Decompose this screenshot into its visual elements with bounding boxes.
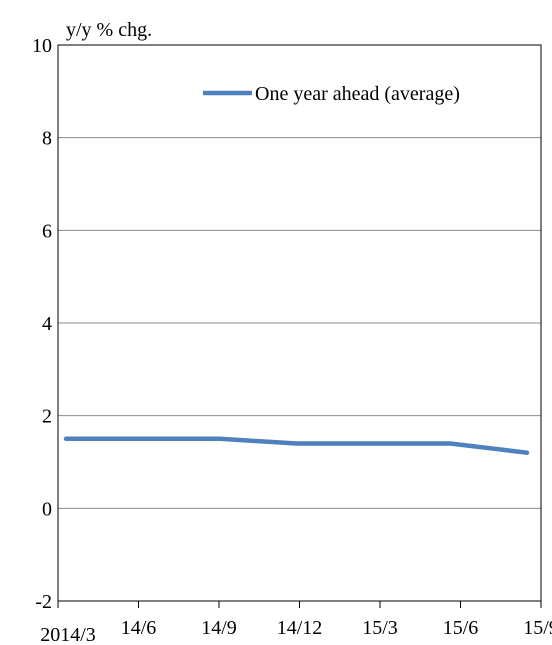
x-tick-label: 14/6: [121, 617, 157, 639]
x-tick-label: 15/3: [362, 617, 398, 639]
y-tick-label: 8: [42, 128, 52, 150]
y-tick-label: 6: [42, 220, 52, 242]
x-tick-label: 14/12: [277, 617, 323, 639]
y-tick-label: 0: [42, 498, 52, 520]
y-tick-label: 4: [42, 313, 52, 335]
x-tick-label: 14/9: [201, 617, 237, 639]
series-layer: [63, 436, 530, 455]
y-tick-label: 10: [32, 35, 52, 57]
x-axis-ticks: 2014/3 14/6 14/9 14/12 15/3 15/6 15/9: [40, 601, 552, 645]
series-line-one-year-ahead: [63, 436, 530, 455]
x-tick-label: 15/6: [443, 617, 479, 639]
y-tick-label: 2: [42, 406, 52, 428]
x-tick-label: 2014/3: [40, 624, 96, 645]
legend-label-one-year-ahead: One year ahead (average): [255, 83, 460, 105]
y-axis-ticks: -2 0 2 4 6 8 10: [32, 35, 52, 613]
legend: One year ahead (average): [203, 83, 460, 105]
gridlines: [58, 137, 541, 509]
x-tick-label: 15/9: [523, 617, 552, 639]
y-axis-label: y/y % chg.: [66, 19, 152, 41]
y-tick-label: -2: [35, 591, 52, 613]
